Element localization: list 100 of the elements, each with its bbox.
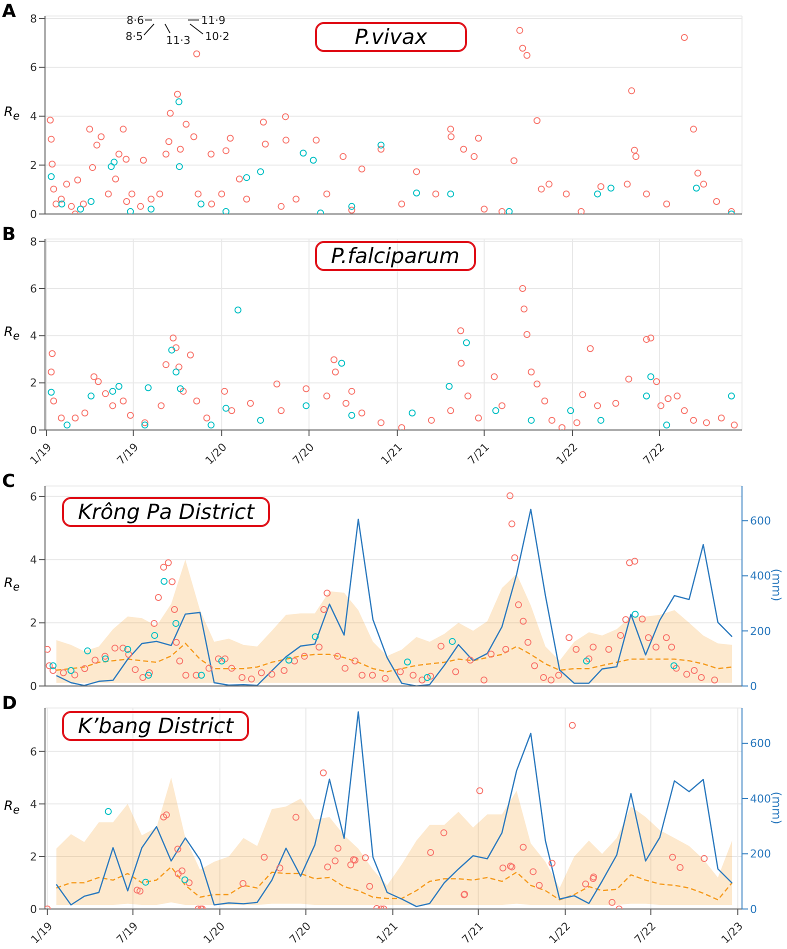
point xyxy=(126,208,134,214)
point xyxy=(181,876,188,884)
point xyxy=(198,672,205,679)
y2-tick-label: 400 xyxy=(750,792,771,806)
point xyxy=(520,844,527,851)
text: D xyxy=(2,693,17,714)
point xyxy=(408,410,416,417)
point xyxy=(141,422,148,429)
y2-tick-label: 600 xyxy=(750,737,771,750)
y-tick-label: 2 xyxy=(30,850,37,864)
text: C xyxy=(2,471,16,492)
y2-tick-label: 400 xyxy=(750,570,771,583)
point xyxy=(597,416,604,424)
point xyxy=(115,382,122,390)
point xyxy=(590,873,598,880)
y-tick-label: 6 xyxy=(30,490,37,504)
point xyxy=(104,808,112,816)
point xyxy=(567,407,574,414)
point xyxy=(84,647,92,654)
point xyxy=(506,208,513,214)
point xyxy=(208,422,215,429)
point xyxy=(302,402,310,410)
text: B xyxy=(2,224,16,245)
y-tick-label: 2 xyxy=(30,159,37,172)
y2-tick-label: 0 xyxy=(750,680,757,693)
point xyxy=(348,412,356,419)
point xyxy=(320,769,327,776)
annotation: 11·3 xyxy=(166,34,190,47)
point xyxy=(160,814,168,821)
point xyxy=(77,206,84,213)
point xyxy=(583,658,590,665)
point xyxy=(334,844,342,852)
point xyxy=(663,422,670,429)
point xyxy=(234,306,242,314)
y2-axis-title: (mm) xyxy=(770,791,784,824)
point xyxy=(669,854,676,861)
y-axis-title: R$_{e}$ xyxy=(4,798,20,816)
point xyxy=(175,98,182,106)
point xyxy=(108,163,115,170)
y-tick-label: 6 xyxy=(30,282,37,296)
point xyxy=(427,849,434,856)
point xyxy=(174,870,182,878)
point xyxy=(67,667,74,674)
y-tick-label: 4 xyxy=(30,330,37,343)
point xyxy=(48,173,55,180)
point xyxy=(64,422,71,429)
point xyxy=(366,882,374,890)
point xyxy=(700,855,708,862)
point xyxy=(142,878,150,886)
point xyxy=(440,829,448,836)
point xyxy=(58,200,66,208)
point xyxy=(186,879,193,886)
chart-title: K’bang District xyxy=(62,711,250,741)
annotation: 8·5 xyxy=(126,30,143,43)
point xyxy=(378,142,385,149)
point xyxy=(413,189,420,196)
point xyxy=(285,656,292,664)
point xyxy=(492,407,500,414)
point xyxy=(447,190,454,198)
point xyxy=(176,163,183,170)
point xyxy=(260,854,268,861)
point xyxy=(88,392,95,400)
y2-tick-label: 600 xyxy=(750,514,771,528)
y-tick-label: 4 xyxy=(30,798,37,811)
point xyxy=(647,373,654,380)
point xyxy=(88,198,95,206)
point xyxy=(676,864,684,871)
point xyxy=(50,662,57,670)
point xyxy=(136,888,144,895)
y-tick-label: 0 xyxy=(30,424,37,437)
point xyxy=(642,392,650,400)
y-axis-title: R$_{e}$ xyxy=(4,105,20,123)
point xyxy=(178,867,186,874)
point xyxy=(324,863,332,870)
point xyxy=(594,190,602,198)
point xyxy=(332,857,339,864)
point xyxy=(347,861,354,868)
point xyxy=(292,814,300,821)
point xyxy=(590,875,597,882)
point xyxy=(276,864,284,872)
annotation: 8·6 xyxy=(126,14,144,27)
point xyxy=(608,898,616,906)
chart-title: P.vivax xyxy=(315,22,467,52)
point xyxy=(536,882,543,889)
text: Krông Pa District xyxy=(62,497,270,527)
point xyxy=(148,206,155,213)
annotation: 11·9 xyxy=(201,14,226,27)
point xyxy=(692,184,700,192)
y-axis-title: R$_{e}$ xyxy=(4,324,20,342)
point xyxy=(670,662,678,670)
point xyxy=(446,382,453,390)
y-tick-label: 0 xyxy=(30,680,37,693)
point xyxy=(198,200,205,208)
y-tick-label: 0 xyxy=(30,208,37,221)
point xyxy=(134,886,141,894)
point xyxy=(568,722,576,729)
point xyxy=(110,158,118,166)
text: A xyxy=(2,1,16,22)
y-tick-label: 2 xyxy=(30,376,37,390)
line-series xyxy=(56,866,733,900)
